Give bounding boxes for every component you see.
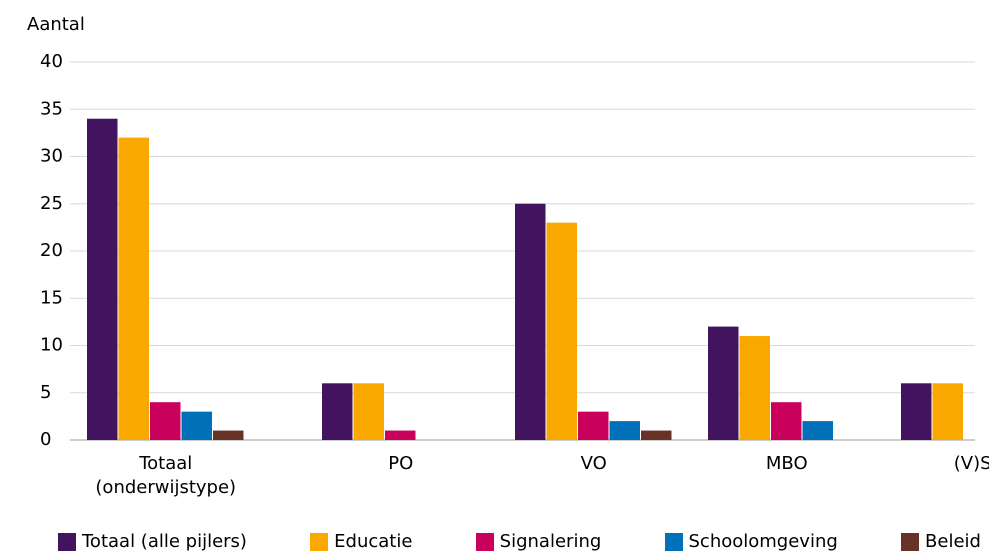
legend-item: Signalering xyxy=(475,531,602,552)
legend-swatch xyxy=(475,532,494,551)
bar xyxy=(802,421,833,440)
y-tick-label: 40 xyxy=(40,51,63,72)
bar xyxy=(932,383,963,440)
legend-label: Signalering xyxy=(499,531,602,552)
legend: Totaal (alle pijlers) Educatie Signalering… xyxy=(58,531,981,552)
bar xyxy=(708,326,739,440)
bar xyxy=(385,430,416,440)
legend-label: Schoolomgeving xyxy=(688,531,838,552)
legend-item: Educatie xyxy=(310,531,412,552)
x-tick-label: VO xyxy=(580,453,607,474)
legend-label: Totaal (alle pijlers) xyxy=(82,531,247,552)
y-tick-label: 0 xyxy=(40,429,51,450)
y-tick-label: 35 xyxy=(40,98,63,119)
bar xyxy=(641,430,672,440)
legend-swatch xyxy=(664,532,683,551)
legend-label: Beleid xyxy=(925,531,981,552)
bar xyxy=(546,222,577,440)
y-axis-label: Aantal xyxy=(27,14,85,35)
legend-item: Totaal (alle pijlers) xyxy=(58,531,247,552)
x-tick-label: (V)SO xyxy=(953,453,989,474)
y-tick-label: 10 xyxy=(40,335,63,356)
bar xyxy=(609,421,640,440)
bar xyxy=(353,383,384,440)
y-tick-label: 15 xyxy=(40,287,63,308)
bar xyxy=(739,336,770,440)
y-tick-label: 20 xyxy=(40,240,63,261)
bar xyxy=(150,402,181,440)
legend-label: Educatie xyxy=(334,531,413,552)
legend-swatch xyxy=(310,532,329,551)
bar xyxy=(213,430,244,440)
bar xyxy=(515,203,546,440)
x-tick-label: Totaal (onderwijstype) xyxy=(95,453,237,498)
bar xyxy=(578,411,609,440)
bar xyxy=(181,411,212,440)
bar xyxy=(901,383,932,440)
y-tick-label: 25 xyxy=(40,193,63,214)
legend-item: Schoolomgeving xyxy=(664,531,838,552)
legend-item: Beleid xyxy=(901,531,981,552)
bar xyxy=(322,383,353,440)
x-tick-label: PO xyxy=(388,453,414,474)
bar xyxy=(87,118,118,440)
x-tick-label: MBO xyxy=(765,453,808,474)
bar xyxy=(118,137,149,440)
bar xyxy=(771,402,802,440)
y-tick-label: 5 xyxy=(40,382,51,403)
legend-swatch xyxy=(58,532,76,551)
legend-swatch xyxy=(901,532,920,551)
y-tick-label: 30 xyxy=(40,146,63,167)
